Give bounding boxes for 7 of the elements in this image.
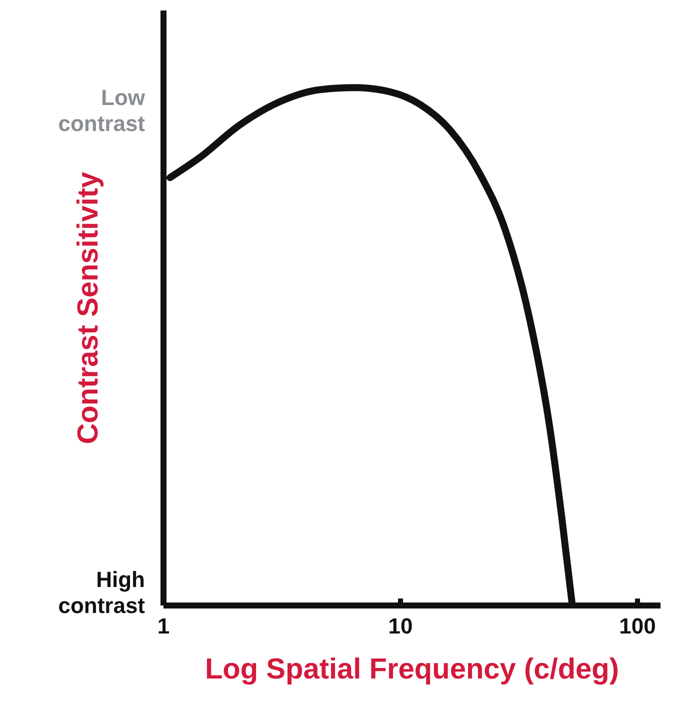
x-tick-label: 10 xyxy=(388,614,413,638)
x-tick-label: 100 xyxy=(619,614,656,638)
text: High contrast xyxy=(58,567,146,618)
y-axis-title: Contrast Sensitivity xyxy=(72,172,104,444)
x-axis-title: Log Spatial Frequency (c/deg) xyxy=(204,654,620,686)
x-tick-label: 1 xyxy=(157,614,170,638)
text: Low contrast xyxy=(58,85,146,136)
